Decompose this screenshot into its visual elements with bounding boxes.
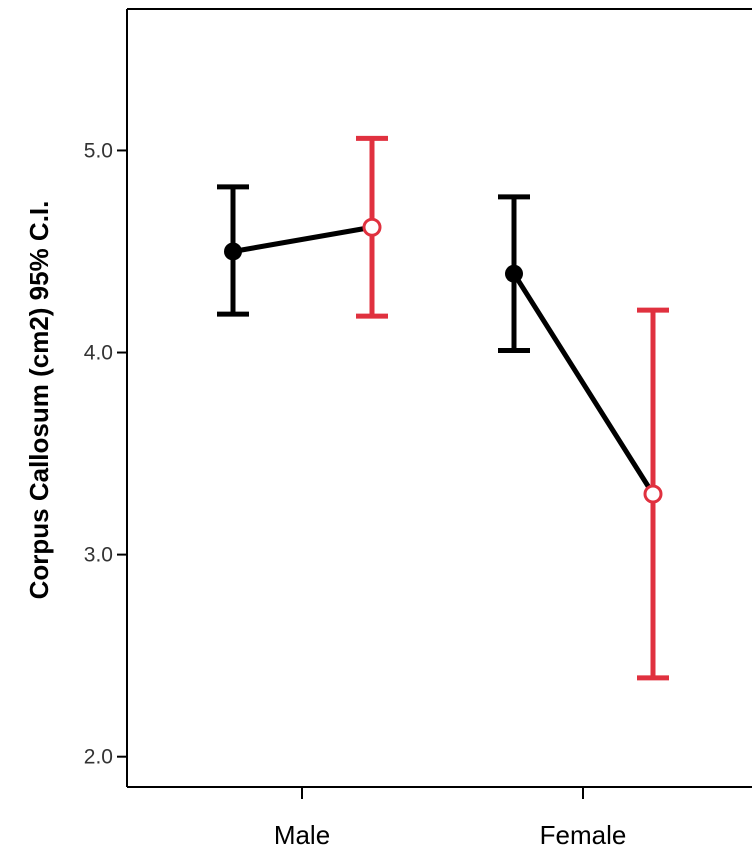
mean-connector-line (511, 271, 656, 497)
y-tick-label: 3.0 (84, 544, 113, 567)
error-bar (498, 194, 530, 354)
error-bars (217, 135, 669, 681)
y-axis-title: Corpus Callosum (cm2) 95% C.I. (24, 201, 54, 600)
mean-marker (224, 242, 242, 261)
y-tick-label: 4.0 (84, 342, 113, 365)
plot-frame (126, 8, 752, 788)
mean-connector-lines (230, 224, 656, 497)
y-tick-label: 5.0 (84, 139, 113, 162)
mean-marker (643, 484, 663, 504)
x-category-label: Male (274, 820, 330, 850)
error-bar (217, 184, 249, 317)
x-category-label: Female (540, 820, 627, 850)
y-tick-label: 2.0 (84, 746, 113, 769)
mean-connector-line (230, 224, 375, 254)
y-axis-ticks: 2.0 3.0 4.0 5.0 (84, 139, 127, 769)
x-axis-ticks: Male Female (274, 787, 627, 850)
error-bar (356, 135, 388, 319)
mean-marker (505, 264, 523, 283)
mean-marker (362, 217, 382, 237)
error-bar (637, 307, 669, 681)
